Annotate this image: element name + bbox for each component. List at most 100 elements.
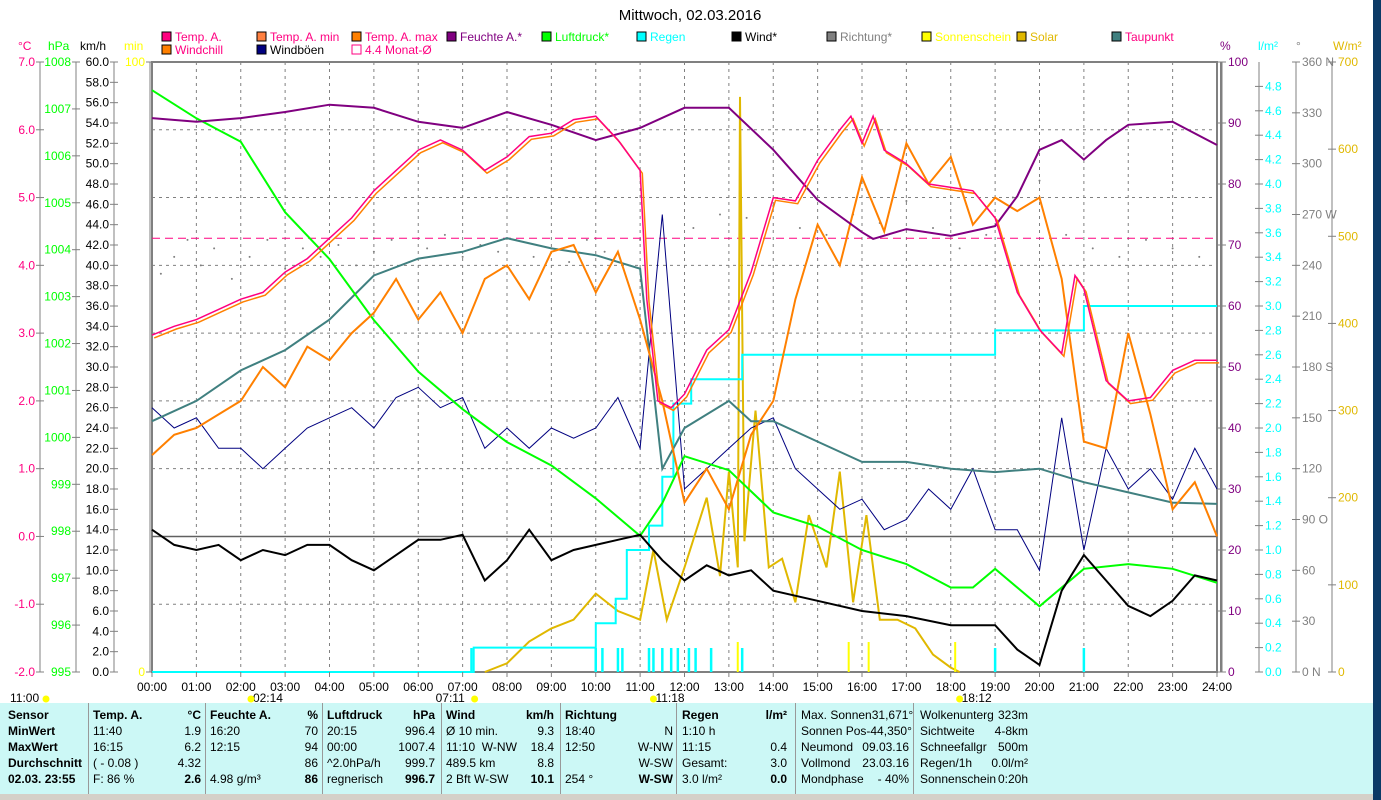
x-tick-label: 05:00 bbox=[359, 680, 389, 694]
direction-point bbox=[798, 227, 801, 230]
cell-value: 86 bbox=[304, 756, 318, 770]
direction-point bbox=[266, 238, 269, 241]
column-unit: hPa bbox=[412, 708, 435, 722]
rain-tick-label: 0.2 bbox=[1265, 641, 1282, 655]
cell-label: 00:00 bbox=[327, 740, 358, 754]
cell-value: W-SW bbox=[638, 772, 673, 786]
series-windchill bbox=[151, 140, 1218, 537]
x-tick-label: 21:00 bbox=[1069, 680, 1099, 694]
kmh-tick-label: 44.0 bbox=[86, 218, 110, 232]
direction-point bbox=[1091, 247, 1094, 250]
table-row: 00:00 1007.4 bbox=[327, 739, 435, 755]
moon-icon bbox=[247, 695, 255, 703]
kmh-tick-label: 24.0 bbox=[86, 421, 110, 435]
info-row: Mondphase - 40% bbox=[801, 771, 909, 787]
direction-point bbox=[230, 277, 233, 280]
cell-label: 4.98 g/m³ bbox=[210, 772, 261, 786]
kmh-tick-label: 28.0 bbox=[86, 380, 110, 394]
cell-value: W-NW bbox=[637, 740, 673, 754]
pct-tick-label: 60 bbox=[1228, 299, 1242, 313]
info-row: Schneefallgr 500m bbox=[920, 739, 1028, 755]
series-luftdruck bbox=[151, 89, 1218, 608]
direction-point bbox=[1118, 255, 1121, 258]
x-tick-label: 13:00 bbox=[714, 680, 744, 694]
table-row: Ø 10 min. 9.3 bbox=[446, 723, 554, 739]
pct-tick-label: 50 bbox=[1228, 360, 1242, 374]
cell-label: 16:15 bbox=[93, 740, 124, 754]
info-label: Regen/1h bbox=[920, 756, 973, 770]
deg-tick-label: 60 bbox=[1302, 563, 1316, 577]
direction-point bbox=[159, 272, 162, 275]
kmh-tick-label: 4.0 bbox=[92, 624, 109, 638]
cell-value: W-SW bbox=[638, 756, 673, 770]
cell-value: 996.7 bbox=[404, 772, 435, 786]
unit-min: min bbox=[124, 39, 143, 53]
rain-tick-label: 3.4 bbox=[1265, 250, 1282, 264]
kmh-tick-label: 48.0 bbox=[86, 177, 110, 191]
legend-label: Temp. A. max bbox=[365, 30, 438, 44]
cell-label: 2 Bft W-SW bbox=[446, 772, 509, 786]
direction-point bbox=[958, 247, 961, 250]
direction-point bbox=[639, 238, 642, 241]
sensor-row-label: MinWert bbox=[8, 724, 56, 738]
hpa-tick-label: 1005 bbox=[44, 196, 71, 210]
x-tick-label: 08:00 bbox=[492, 680, 522, 694]
info-label: Neumond bbox=[801, 740, 854, 754]
deg-tick-label: 120 bbox=[1302, 462, 1322, 476]
cell-label: regnerisch bbox=[327, 772, 384, 786]
x-tick-label: 09:00 bbox=[536, 680, 566, 694]
x-tick-label: 20:00 bbox=[1024, 680, 1054, 694]
clouds-column: Wolkenunterg 323m Sichtweite 4-8km Schneefal… bbox=[920, 707, 1028, 787]
column-unit: % bbox=[307, 708, 318, 722]
rain-tick-label: 0.4 bbox=[1265, 616, 1282, 630]
legend-swatch bbox=[1016, 31, 1027, 42]
legend-swatch bbox=[161, 31, 172, 42]
rain-tick-label: 0.6 bbox=[1265, 592, 1282, 606]
column-title: Wind bbox=[446, 708, 476, 722]
column-title: Regen bbox=[682, 708, 719, 722]
legend-label: Windböen bbox=[270, 43, 324, 57]
wm2-tick-label: 300 bbox=[1338, 404, 1358, 418]
table-column: Luftdruck hPa 20:15 996.4 00:00 1007.4 ^2.0hPa… bbox=[327, 707, 435, 787]
hpa-tick-label: 1004 bbox=[44, 243, 71, 257]
table-row: 254 ° W-SW bbox=[565, 771, 673, 787]
sun-icon bbox=[42, 695, 50, 703]
direction-point bbox=[1198, 255, 1201, 258]
table-row: F: 86 % 2.6 bbox=[93, 771, 201, 787]
unit-rain: l/m² bbox=[1258, 39, 1278, 53]
table-row: Gesamt: 3.0 bbox=[682, 755, 787, 771]
cell-value: 3.0 bbox=[770, 756, 787, 770]
column-header: Richtung bbox=[565, 707, 673, 723]
hpa-tick-label: 999 bbox=[51, 477, 71, 491]
series-taupunkt bbox=[151, 237, 1218, 505]
direction-point bbox=[1038, 179, 1041, 182]
legend-label: Windchill bbox=[175, 43, 223, 57]
cell-label: 11:15 bbox=[682, 740, 712, 754]
x-tick-label: 03:00 bbox=[270, 680, 300, 694]
pct-tick-label: 90 bbox=[1228, 116, 1242, 130]
x-tick-label: 22:00 bbox=[1113, 680, 1143, 694]
legend-label: Temp. A. min bbox=[270, 30, 339, 44]
hpa-tick-label: 997 bbox=[51, 571, 71, 585]
cell-label: 1:10 h bbox=[682, 724, 716, 738]
direction-point bbox=[603, 250, 606, 253]
table-row: regnerisch 996.7 bbox=[327, 771, 435, 787]
x-tick-label: 17:00 bbox=[891, 680, 921, 694]
column-header: Regen l/m² bbox=[682, 707, 787, 723]
deg-tick-label: 300 bbox=[1302, 157, 1322, 171]
direction-point bbox=[426, 247, 429, 250]
kmh-tick-label: 12.0 bbox=[86, 543, 110, 557]
deg-tick-label: 210 bbox=[1302, 309, 1322, 323]
sensor-column: Sensor MinWert MaxWert Durchschnitt 02.03. 2… bbox=[8, 707, 84, 787]
unit-hpa: hPa bbox=[48, 39, 70, 53]
table-row: 2 Bft W-SW 10.1 bbox=[446, 771, 554, 787]
info-value: 23.03.16 bbox=[862, 756, 909, 770]
cell-label: 11:10 W-NW bbox=[446, 740, 517, 754]
c-tick-label: -2.0 bbox=[14, 665, 35, 679]
kmh-tick-label: 52.0 bbox=[86, 136, 110, 150]
info-value: -44,350° bbox=[866, 724, 912, 738]
kmh-tick-label: 18.0 bbox=[86, 482, 110, 496]
axis-units: °C hPa km/h min % l/m² ° W/m² bbox=[18, 39, 1362, 53]
rain-tick-label: 1.2 bbox=[1265, 519, 1282, 533]
column-title: Temp. A. bbox=[93, 708, 143, 722]
